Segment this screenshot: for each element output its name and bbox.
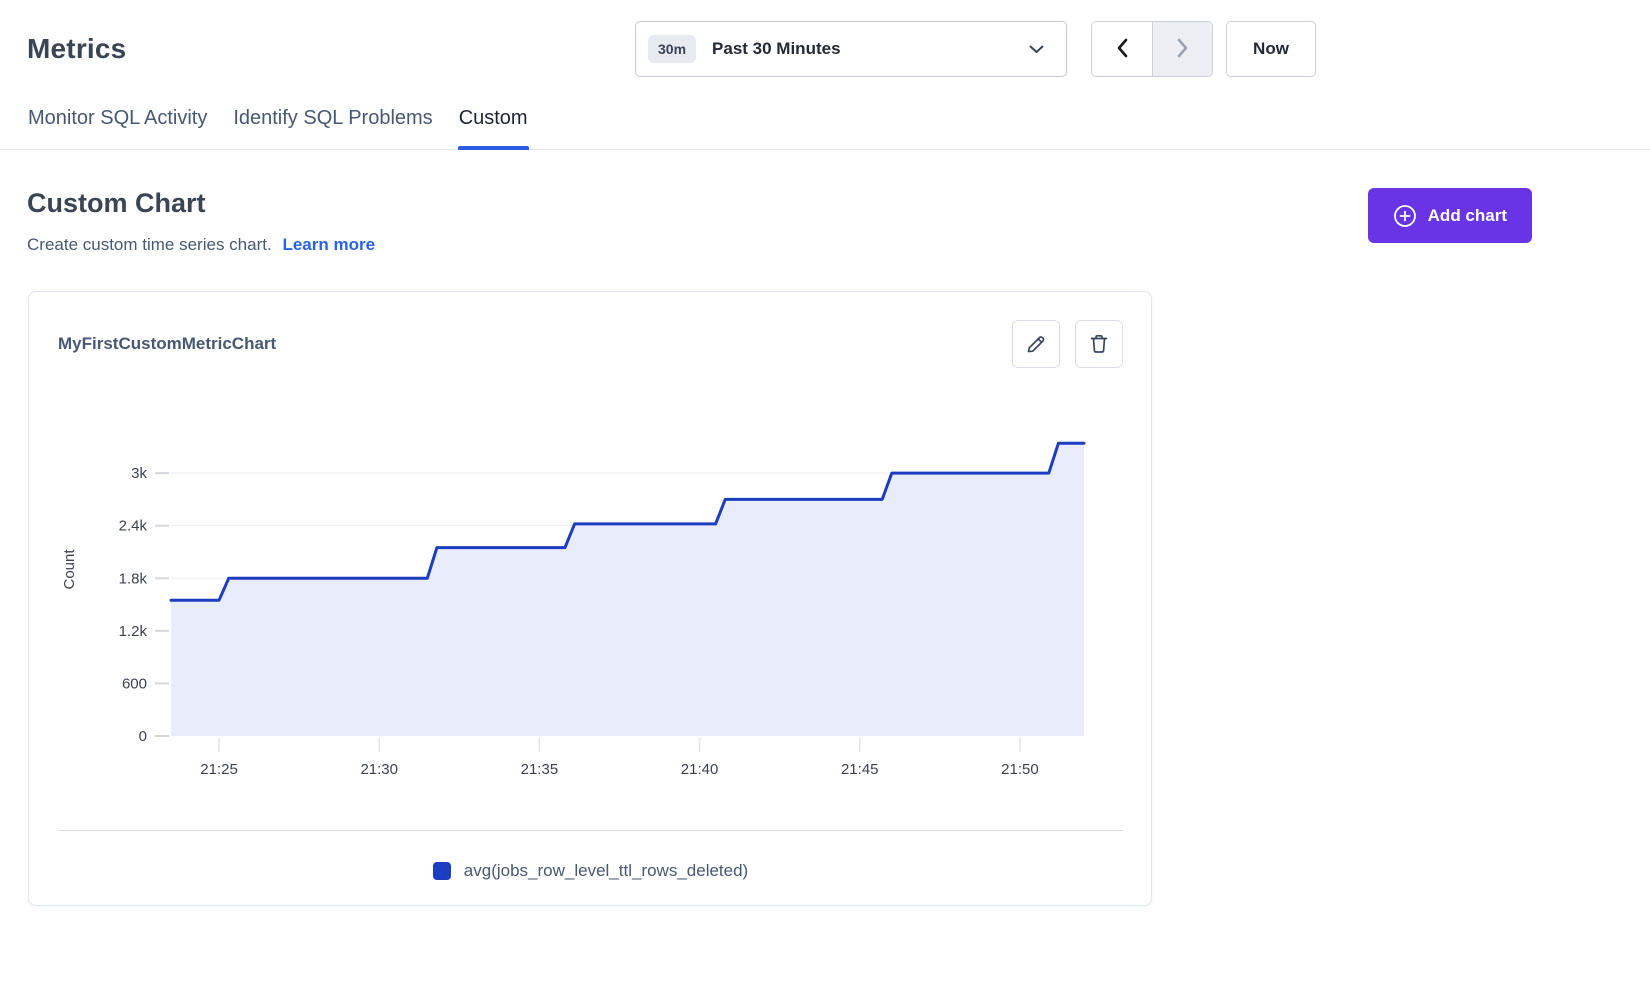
legend-swatch	[433, 862, 451, 880]
svg-text:21:25: 21:25	[200, 761, 238, 778]
chevron-right-icon	[1177, 38, 1189, 61]
delete-chart-button[interactable]	[1075, 320, 1123, 368]
time-window-pager	[1091, 21, 1213, 77]
chevron-down-icon	[1029, 45, 1044, 54]
section-subtitle: Create custom time series chart. Learn m…	[27, 235, 375, 255]
chart-card-actions	[1012, 320, 1123, 368]
chart-plot-zone: 0 600 1.2k 1.8k 2.4k 3k 21:25 21:30 21:35 21:40 21…	[58, 392, 1123, 784]
chevron-left-icon	[1116, 38, 1128, 61]
legend-label: avg(jobs_row_level_ttl_rows_deleted)	[464, 861, 748, 881]
top-bar: Metrics 30m Past 30 Minutes Now	[0, 0, 1650, 77]
svg-text:21:40: 21:40	[681, 761, 719, 778]
custom-chart-intro: Custom Chart Create custom time series c…	[27, 188, 375, 255]
time-controls: 30m Past 30 Minutes Now	[635, 21, 1316, 77]
section-subtitle-text: Create custom time series chart.	[27, 235, 272, 254]
svg-text:600: 600	[122, 675, 147, 692]
svg-text:Count: Count	[61, 549, 78, 590]
trash-icon	[1087, 332, 1111, 356]
edit-chart-button[interactable]	[1012, 320, 1060, 368]
add-chart-label: Add chart	[1428, 206, 1507, 226]
custom-metric-chart-card: MyFirstCustomMetricChart	[28, 291, 1152, 906]
svg-text:21:35: 21:35	[521, 761, 559, 778]
tab-monitor-sql-activity[interactable]: Monitor SQL Activity	[27, 101, 208, 149]
next-window-button[interactable]	[1152, 22, 1212, 76]
svg-text:2.4k: 2.4k	[119, 518, 148, 535]
card-divider	[58, 830, 1123, 831]
tab-identify-sql-problems[interactable]: Identify SQL Problems	[232, 101, 433, 149]
svg-text:1.2k: 1.2k	[119, 623, 148, 640]
time-range-label: Past 30 Minutes	[712, 39, 841, 59]
svg-text:21:30: 21:30	[360, 761, 398, 778]
custom-chart-svg: 0 600 1.2k 1.8k 2.4k 3k 21:25 21:30 21:35 21:40 21…	[58, 392, 1124, 784]
metrics-tabs: Monitor SQL Activity Identify SQL Proble…	[0, 101, 1650, 150]
svg-text:21:45: 21:45	[841, 761, 879, 778]
chart-card-header: MyFirstCustomMetricChart	[58, 320, 1123, 368]
pencil-icon	[1024, 332, 1048, 356]
time-range-dropdown[interactable]: 30m Past 30 Minutes	[635, 21, 1067, 77]
section-title: Custom Chart	[27, 188, 375, 219]
page-title: Metrics	[27, 33, 126, 65]
add-chart-button[interactable]: Add chart	[1368, 188, 1532, 243]
chart-legend: avg(jobs_row_level_ttl_rows_deleted)	[58, 861, 1123, 881]
learn-more-link[interactable]: Learn more	[282, 235, 375, 254]
time-range-badge: 30m	[648, 35, 696, 63]
tab-custom[interactable]: Custom	[458, 101, 529, 149]
svg-text:1.8k: 1.8k	[119, 570, 148, 587]
now-button[interactable]: Now	[1226, 21, 1316, 77]
previous-window-button[interactable]	[1092, 22, 1152, 76]
plus-circle-icon	[1393, 204, 1417, 228]
custom-chart-section-header: Custom Chart Create custom time series c…	[0, 188, 1650, 255]
chart-title: MyFirstCustomMetricChart	[58, 334, 276, 354]
svg-text:21:50: 21:50	[1001, 761, 1039, 778]
svg-text:0: 0	[139, 728, 147, 745]
svg-text:3k: 3k	[131, 465, 147, 482]
